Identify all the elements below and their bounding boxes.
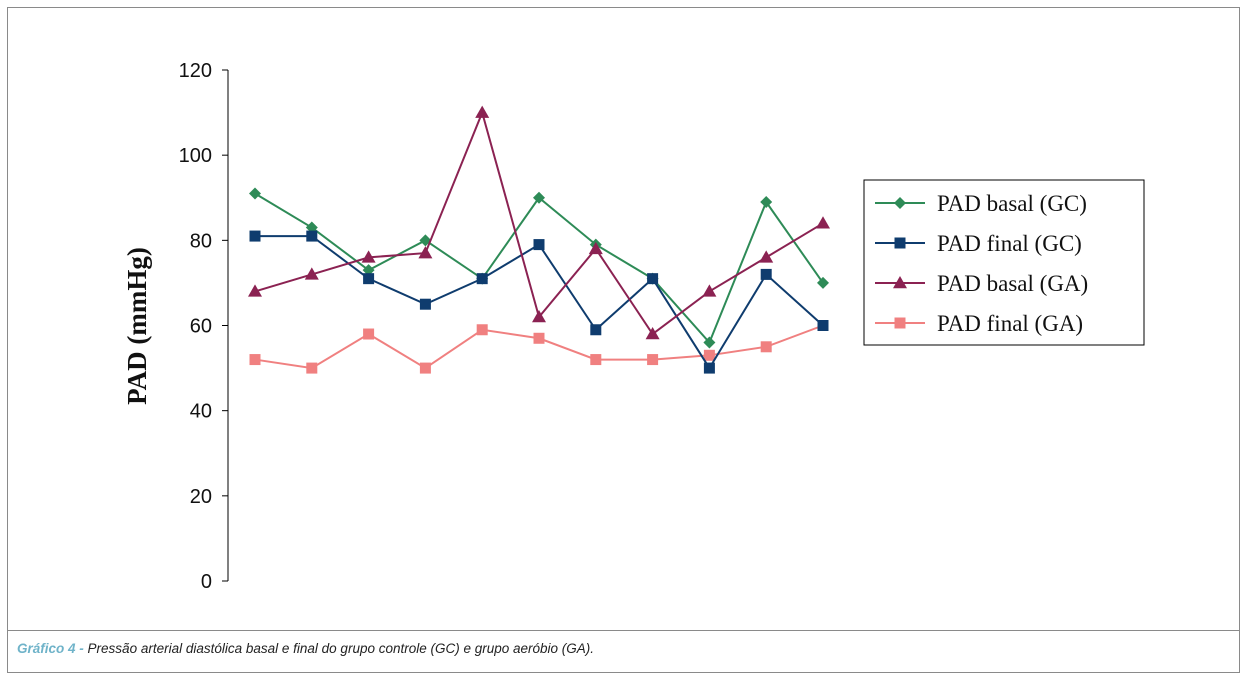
- data-point: [760, 341, 772, 353]
- y-tick-label: 60: [190, 316, 212, 338]
- data-point: [362, 264, 375, 277]
- data-point: [759, 250, 774, 263]
- legend: PAD basal (GC) PAD final (GC) PAD basal (G…: [863, 179, 1145, 346]
- line-chart: 0 20 40 60 80 100 120 PAD (mmHg) PAD basal (GC…: [122, 60, 1145, 593]
- data-point: [249, 230, 261, 242]
- data-point: [363, 273, 375, 285]
- y-tick-label: 20: [190, 486, 212, 508]
- data-point: [363, 328, 375, 340]
- legend-entry: PAD final (GC): [875, 231, 1082, 256]
- data-point: [703, 362, 715, 374]
- data-point: [817, 276, 829, 289]
- y-tick-label: 100: [179, 145, 212, 167]
- legend-marker: [894, 197, 906, 209]
- series-layer: [248, 105, 830, 374]
- legend-marker: [893, 276, 907, 289]
- series-pad-basal-ga: [248, 105, 830, 340]
- data-point: [249, 354, 261, 366]
- series-line: [254, 324, 824, 370]
- data-point: [306, 362, 318, 374]
- data-point: [533, 332, 545, 344]
- data-point: [476, 324, 488, 336]
- data-point: [418, 246, 433, 259]
- data-point: [475, 105, 490, 118]
- data-point: [305, 221, 318, 234]
- data-point: [419, 298, 431, 310]
- caption-lead: Gráfico 4 -: [17, 641, 84, 656]
- data-point: [816, 216, 830, 229]
- figure-caption: Gráfico 4 - Pressão arterial diastólica …: [17, 641, 594, 656]
- legend-label: PAD final (GA): [937, 311, 1083, 336]
- data-point: [361, 250, 376, 263]
- legend-marker: [894, 317, 906, 329]
- data-point: [645, 327, 660, 340]
- legend-marker: [894, 237, 906, 249]
- data-point: [306, 230, 318, 242]
- caption-divider: [7, 630, 1240, 631]
- data-point: [249, 187, 261, 200]
- y-tick-label: 40: [190, 401, 212, 423]
- series-pad-final-ga: [249, 320, 829, 374]
- data-point: [590, 354, 602, 366]
- y-axis-label: PAD (mmHg): [122, 247, 152, 405]
- caption-text: Pressão arterial diastólica basal e fina…: [87, 641, 595, 656]
- legend-box: [863, 179, 1145, 346]
- legend-entry: PAD basal (GA): [875, 271, 1088, 296]
- data-point: [590, 324, 602, 336]
- data-point: [703, 336, 716, 349]
- data-point: [419, 362, 431, 374]
- data-point: [476, 273, 488, 285]
- data-point: [532, 309, 546, 323]
- y-axis: 0 20 40 60 80 100 120: [179, 60, 229, 593]
- data-point: [760, 196, 773, 209]
- series-pad-final-gc: [249, 230, 829, 374]
- y-tick-label: 80: [190, 230, 212, 252]
- legend-entry: PAD final (GA): [875, 311, 1083, 336]
- data-point: [647, 273, 659, 285]
- series-pad-basal-gc: [249, 187, 829, 349]
- data-point: [533, 239, 545, 251]
- series-line: [254, 109, 824, 336]
- data-point: [702, 284, 717, 297]
- y-tick-label: 120: [179, 60, 212, 82]
- series-line: [255, 235, 824, 370]
- data-point: [760, 268, 772, 280]
- data-point: [647, 354, 659, 366]
- legend-label: PAD final (GC): [937, 231, 1082, 256]
- legend-label: PAD basal (GC): [937, 191, 1087, 216]
- data-point: [304, 267, 319, 280]
- data-point: [703, 349, 715, 361]
- data-point: [533, 191, 545, 204]
- legend-label: PAD basal (GA): [937, 271, 1088, 296]
- y-tick-label: 0: [201, 571, 212, 593]
- data-point: [248, 284, 262, 297]
- data-point: [588, 241, 603, 255]
- data-point: [817, 320, 829, 331]
- legend-entry: PAD basal (GC): [875, 191, 1087, 216]
